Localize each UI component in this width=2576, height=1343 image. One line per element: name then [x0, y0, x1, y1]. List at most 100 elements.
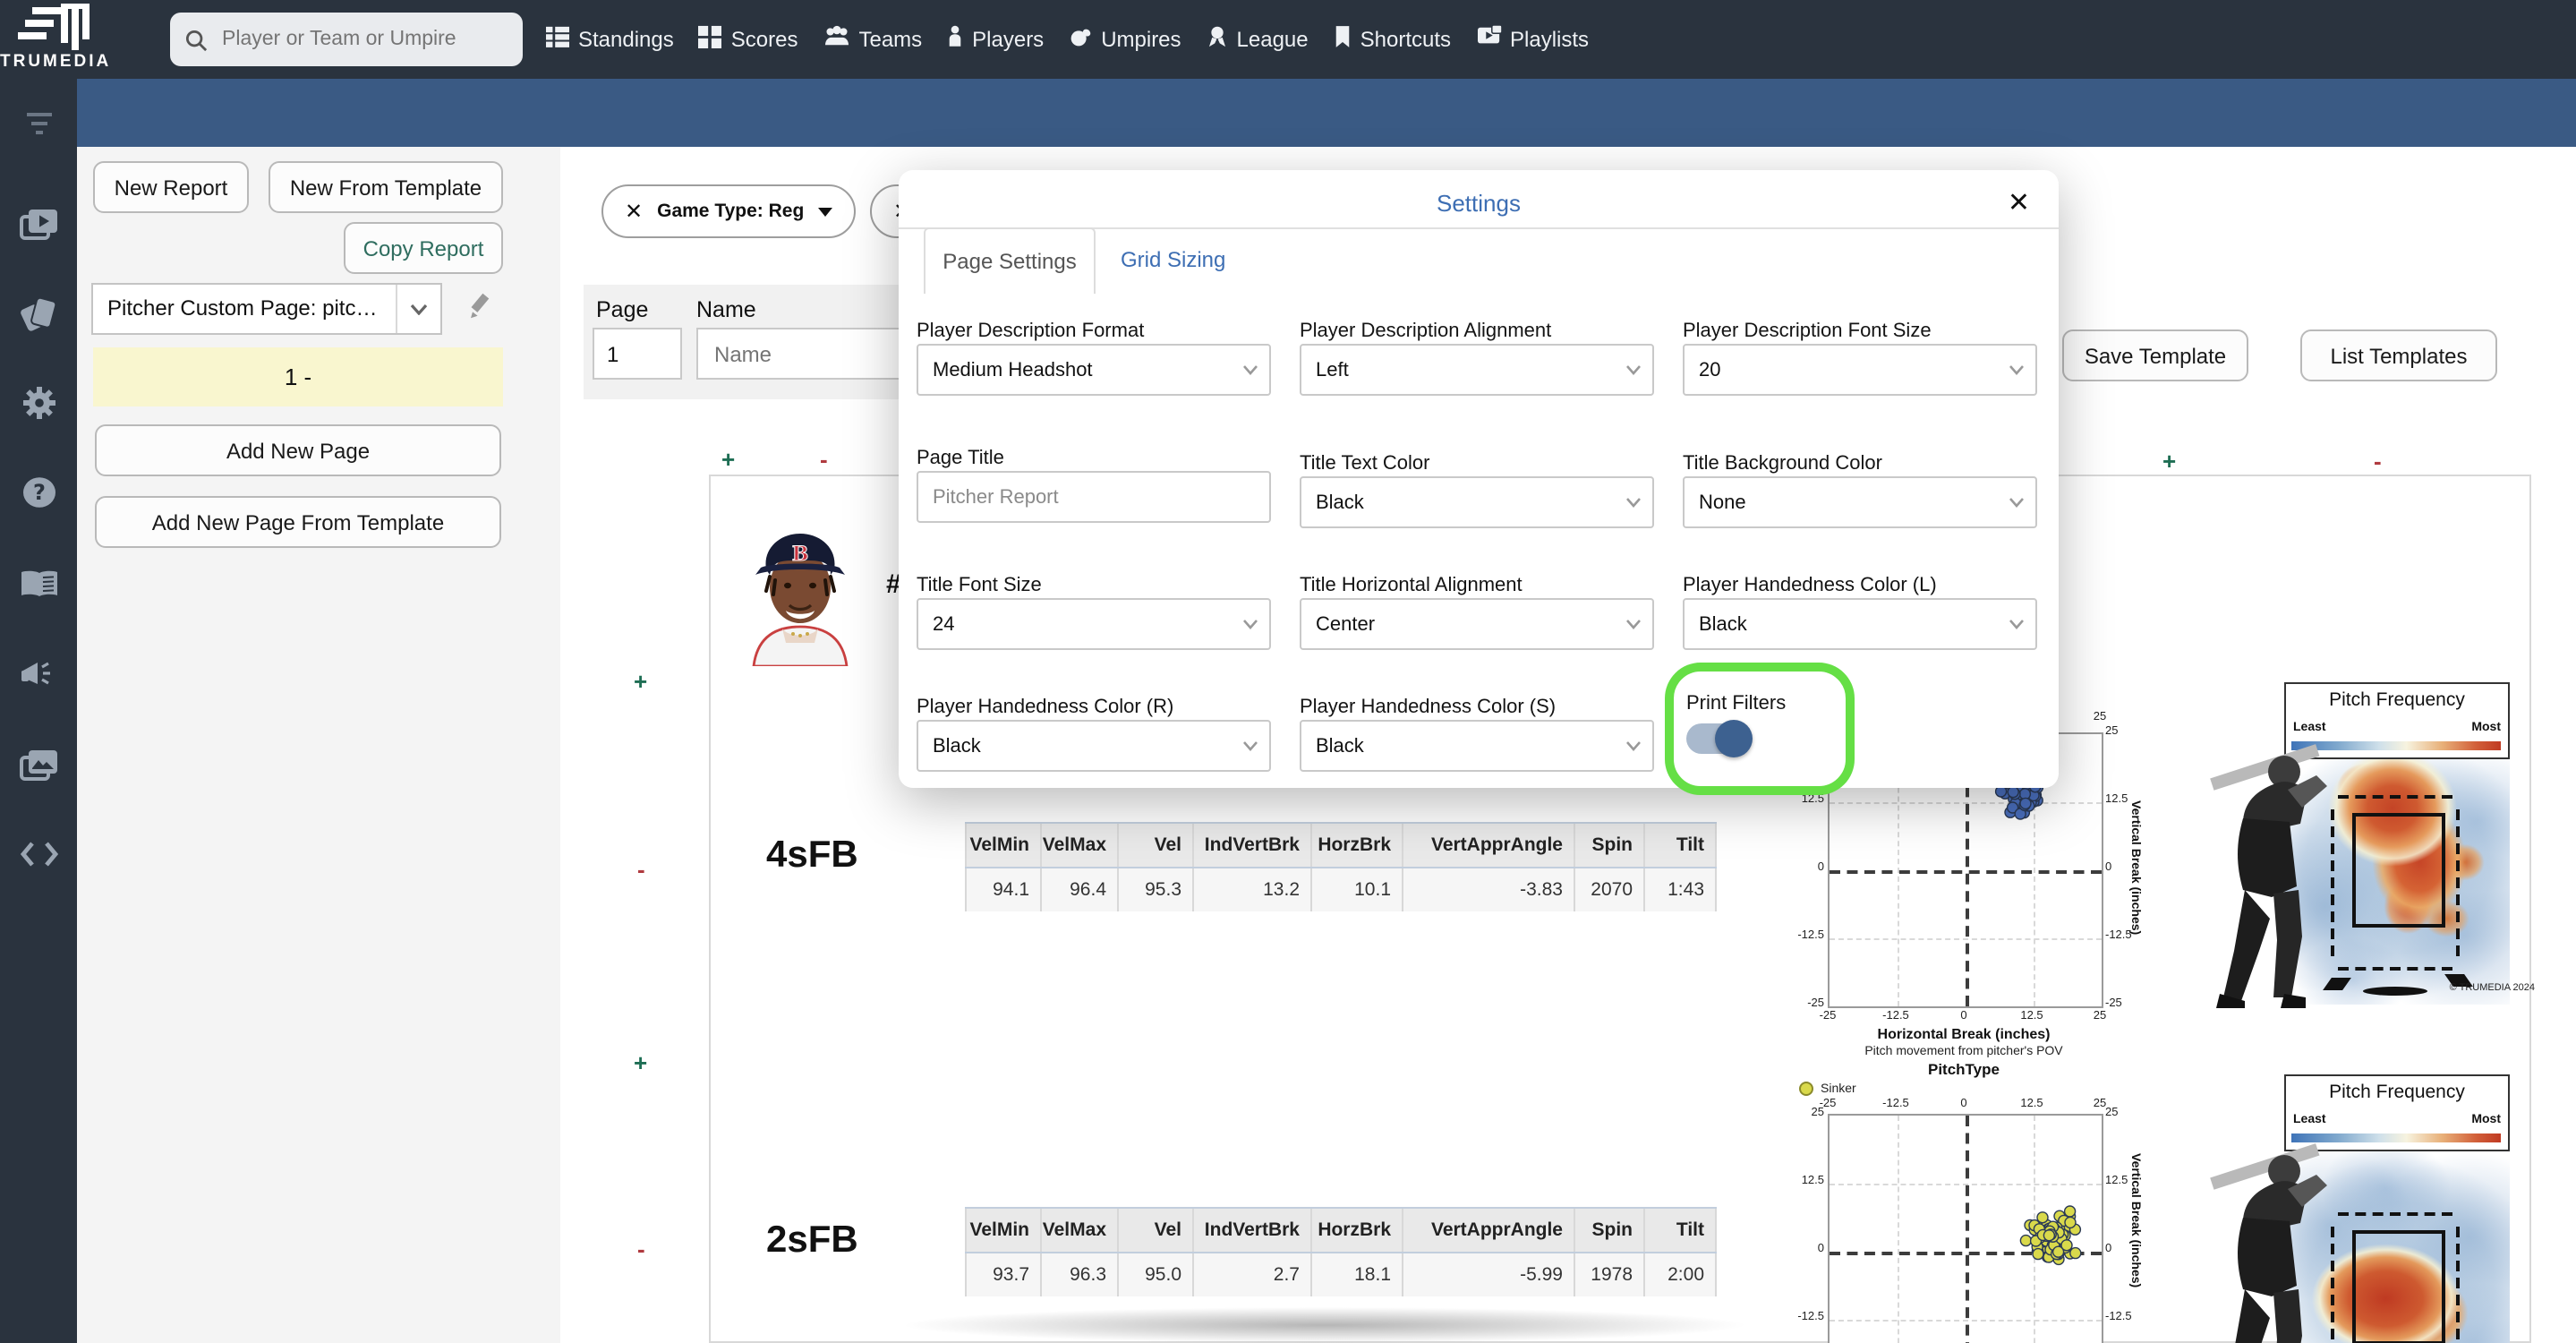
player-number: #: [886, 569, 901, 600]
scale-most-label: Most: [2471, 1114, 2501, 1126]
filter-icon[interactable]: [0, 93, 77, 154]
new-from-template-button[interactable]: New From Template: [269, 161, 503, 213]
nav-shortcuts[interactable]: Shortcuts: [1334, 25, 1451, 54]
title-background-color-select[interactable]: None: [1683, 476, 2037, 528]
new-report-button[interactable]: New Report: [93, 161, 249, 213]
page-number-input[interactable]: 1: [593, 328, 682, 380]
search-input[interactable]: [218, 27, 508, 52]
chevron-down-icon[interactable]: [818, 207, 833, 216]
scatter-points-sinker: [2019, 1205, 2082, 1266]
page-title-input[interactable]: Pitcher Report: [917, 471, 1271, 523]
edit-report-pencil-icon[interactable]: [467, 292, 496, 329]
chevron-down-icon: [1230, 364, 1269, 375]
docs-book-icon[interactable]: [0, 553, 77, 614]
heatmap-title: Pitch Frequency: [2329, 689, 2465, 711]
strike-zone-box: [2352, 1230, 2445, 1343]
save-template-button[interactable]: Save Template: [2062, 329, 2248, 381]
nav-standings[interactable]: Standings: [546, 25, 674, 54]
settings-gear-icon[interactable]: [0, 372, 77, 433]
teams-icon: [823, 25, 849, 54]
field-label: Player Description Alignment: [1300, 321, 1552, 342]
nav-league[interactable]: League: [1207, 25, 1309, 54]
player-description-format-select[interactable]: Medium Headshot: [917, 344, 1271, 396]
nav-umpires[interactable]: Umpires: [1069, 25, 1181, 54]
filter-chip-game-type[interactable]: ✕ Game Type: Reg: [601, 184, 857, 238]
field-label: Title Text Color: [1300, 453, 1430, 475]
print-filters-toggle[interactable]: [1686, 720, 1753, 757]
video-playlists-icon[interactable]: [0, 193, 77, 254]
tab-label: Page Settings: [943, 249, 1077, 274]
cards-icon[interactable]: [0, 283, 77, 344]
trumedia-logo-icon[interactable]: [18, 4, 154, 75]
global-search[interactable]: [170, 13, 523, 66]
settings-modal: Settings ✕ Page Settings Grid Sizing Pla…: [899, 170, 2059, 788]
title-font-size-select[interactable]: 24: [917, 598, 1271, 650]
title-text-color-select[interactable]: Black: [1300, 476, 1654, 528]
svg-text:?: ?: [32, 480, 45, 505]
remove-column-button[interactable]: -: [820, 446, 828, 473]
nav-label: Standings: [578, 27, 674, 52]
player-handedness-color-r-select[interactable]: Black: [917, 720, 1271, 772]
scatter-plot-area: [1828, 1114, 2103, 1343]
report-panel: [77, 147, 560, 1343]
field-label: Page Title: [917, 448, 1004, 469]
nav-playlists[interactable]: Playlists: [1476, 24, 1590, 54]
remove-row-button-1[interactable]: -: [637, 856, 645, 883]
chevron-down-icon: [1996, 364, 2035, 375]
title-horizontal-alignment-select[interactable]: Center: [1300, 598, 1654, 650]
remove-row-button-2[interactable]: -: [637, 1236, 645, 1262]
add-column-button[interactable]: +: [721, 446, 736, 473]
add-new-page-from-template-button[interactable]: Add New Page From Template: [95, 496, 501, 548]
trumedia-watermark: © TRUMEDIA 2024: [2449, 983, 2535, 994]
player-handedness-color-s-select[interactable]: Black: [1300, 720, 1654, 772]
add-new-page-button[interactable]: Add New Page: [95, 424, 501, 476]
left-icon-rail: ?: [0, 79, 77, 1343]
chevron-down-icon: [1230, 740, 1269, 751]
standings-icon: [546, 25, 569, 54]
toggle-knob: [1715, 720, 1753, 757]
player-description-alignment-select[interactable]: Left: [1300, 344, 1654, 396]
batter-silhouette: [2205, 1125, 2338, 1343]
pitch-table-4sfb: VelMin VelMax Vel IndVertBrk HorzBrk Ver…: [965, 822, 1717, 911]
modal-divider: [899, 227, 2059, 229]
page-row-1[interactable]: 1 -: [93, 347, 503, 406]
list-templates-button[interactable]: List Templates: [2300, 329, 2497, 381]
embed-code-icon[interactable]: [0, 824, 77, 885]
nav-label: Playlists: [1510, 27, 1590, 52]
media-images-icon[interactable]: [0, 734, 77, 795]
remove-column-button-right[interactable]: -: [2374, 448, 2382, 475]
chevron-down-icon: [1613, 740, 1652, 751]
chevron-down-icon: [1996, 497, 2035, 508]
tab-page-settings[interactable]: Page Settings: [924, 227, 1096, 294]
add-row-button-2[interactable]: +: [634, 1049, 648, 1076]
report-select[interactable]: Pitcher Custom Page: pitching -...: [91, 283, 442, 335]
nav-players[interactable]: Players: [947, 25, 1044, 54]
help-icon[interactable]: ?: [0, 462, 77, 523]
close-icon[interactable]: ✕: [2007, 188, 2030, 218]
copy-report-button[interactable]: Copy Report: [344, 222, 503, 274]
nav-scores[interactable]: Scores: [698, 25, 798, 54]
nav-label: Scores: [730, 27, 798, 52]
page-column-header: Page: [596, 297, 649, 322]
scale-least-label: Least: [2293, 722, 2326, 734]
field-label: Title Horizontal Alignment: [1300, 575, 1523, 596]
tab-label: Grid Sizing: [1121, 247, 1226, 272]
announcements-megaphone-icon[interactable]: [0, 645, 77, 706]
col-velmax: VelMax: [1042, 824, 1119, 867]
tab-grid-sizing[interactable]: Grid Sizing: [1121, 227, 1225, 292]
player-description-font-size-select[interactable]: 20: [1683, 344, 2037, 396]
shortcuts-icon: [1334, 25, 1352, 54]
nav-label: Shortcuts: [1360, 27, 1452, 52]
pitch-frequency-legend: Pitch Frequency Least Most: [2284, 1074, 2510, 1151]
list-templates-label: List Templates: [2330, 343, 2468, 368]
col-horzbrk: HorzBrk: [1312, 824, 1403, 867]
player-handedness-color-l-select[interactable]: Black: [1683, 598, 2037, 650]
nav-label: Teams: [858, 27, 923, 52]
nav-teams[interactable]: Teams: [823, 25, 922, 54]
add-column-button-right[interactable]: +: [2162, 448, 2177, 475]
chevron-down-icon: [1230, 619, 1269, 629]
add-row-button-1[interactable]: +: [634, 668, 648, 695]
close-icon[interactable]: ✕: [625, 199, 644, 224]
name-column-header: Name: [696, 297, 756, 322]
chevron-down-icon[interactable]: [396, 285, 440, 333]
